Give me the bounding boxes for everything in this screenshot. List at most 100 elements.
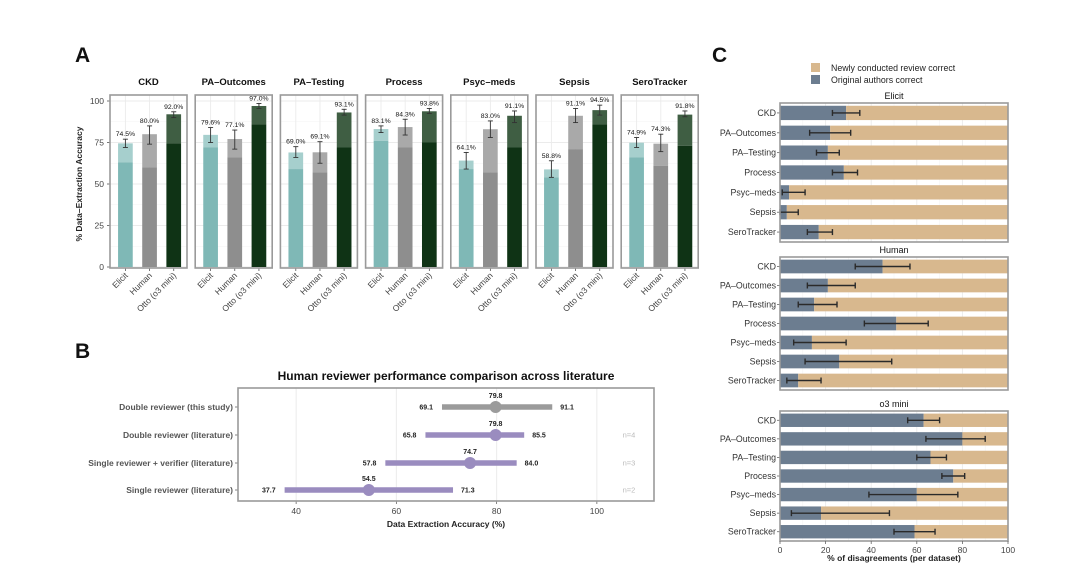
category-label: PA–Testing bbox=[732, 452, 776, 462]
facet-frame bbox=[779, 410, 1009, 542]
bar-row-sepsis: Sepsis bbox=[750, 506, 1008, 520]
bar-row-pa-outcomes: PA–Outcomes bbox=[720, 278, 1008, 293]
value-label-otto-o3-mini: 92.0% bbox=[164, 104, 183, 111]
value-label-human: 74.3% bbox=[651, 126, 670, 133]
value-label-otto-o3-mini: 97.0% bbox=[249, 95, 268, 102]
mean-label: 79.8 bbox=[489, 393, 503, 400]
bar-newly-conducted-correct bbox=[914, 525, 1008, 539]
value-label-elicit: 74.5% bbox=[116, 131, 135, 138]
facet-serotracker: SeroTracker74.9%Elicit74.3%Human91.8%Ott… bbox=[620, 77, 700, 314]
panel-a-facet-bar-chart: % Data–Extraction Accuracy 0 25 50 75 100 CK… bbox=[74, 77, 700, 314]
value-label-elicit: 79.6% bbox=[201, 120, 220, 127]
category-label: PA–Outcomes bbox=[720, 434, 777, 444]
bar-elicit-lower bbox=[118, 162, 133, 267]
value-label-human: 84.3% bbox=[396, 111, 415, 118]
x-tick-label: Elicit bbox=[621, 270, 641, 290]
facet-title: Process bbox=[386, 77, 423, 88]
bar-row-pa-outcomes: PA–Outcomes bbox=[720, 432, 1008, 446]
bar-human-lower bbox=[397, 147, 413, 267]
bar-original-authors-correct bbox=[780, 145, 828, 160]
bar-elicit-lower bbox=[288, 169, 304, 267]
bar-original-authors-correct bbox=[780, 469, 954, 483]
facet-elicit: Elicit CKD PA–Outcomes PA–Testing Process Psy… bbox=[720, 91, 1009, 243]
bar-original-authors-correct bbox=[780, 413, 924, 427]
bar-otto-o3-mini-upper bbox=[677, 114, 693, 146]
facet-title: o3 mini bbox=[879, 399, 908, 409]
bar-newly-conducted-correct bbox=[843, 165, 1008, 180]
bar-row-serotracker: SeroTracker bbox=[728, 373, 1008, 388]
facet-human: Human CKD PA–Outcomes PA–Testing Process Psyc… bbox=[720, 245, 1009, 391]
facet-title: Psyc–meds bbox=[463, 77, 515, 88]
category-label: CKD bbox=[757, 415, 776, 425]
value-label-otto-o3-mini: 91.8% bbox=[675, 103, 694, 110]
bar-row-ckd: CKD bbox=[757, 413, 1008, 427]
bar-human-lower bbox=[483, 172, 498, 267]
panel-c-x-axis-title: % of disagreements (per dataset) bbox=[827, 553, 961, 563]
bar-otto-o3-mini-upper bbox=[507, 115, 522, 148]
panel-a-y-axis-title: % Data–Extraction Accuracy bbox=[74, 126, 84, 241]
panel-b-plot-area: 40 60 80 100 Double reviewer (this study) 79.… bbox=[88, 387, 655, 516]
bar-newly-conducted-correct bbox=[830, 125, 1008, 140]
facet-frame bbox=[364, 94, 444, 269]
bar-elicit-lower bbox=[373, 140, 389, 267]
bar-human-lower bbox=[142, 167, 157, 267]
bar-newly-conducted-correct bbox=[811, 335, 1008, 350]
bar-original-authors-correct bbox=[780, 278, 828, 293]
x-tick-label: 60 bbox=[912, 545, 922, 555]
bar-original-authors-correct bbox=[780, 165, 844, 180]
low-label: 69.1 bbox=[419, 405, 433, 412]
bar-human-upper bbox=[142, 134, 157, 168]
x-tick-label: 80 bbox=[492, 506, 502, 516]
y-tick-label: 50 bbox=[95, 179, 105, 189]
bar-row-sepsis: Sepsis bbox=[750, 354, 1008, 369]
bar-otto-o3-mini-upper bbox=[166, 114, 182, 144]
bar-row-sepsis: Sepsis bbox=[750, 205, 1008, 220]
bar-newly-conducted-correct bbox=[789, 185, 1008, 200]
facet-title: PA–Outcomes bbox=[202, 77, 266, 88]
bar-human-upper bbox=[568, 115, 583, 150]
high-label: 91.1 bbox=[560, 405, 574, 412]
mean-point bbox=[489, 429, 502, 441]
bar-row-process: Process bbox=[744, 165, 1008, 180]
category-label: CKD bbox=[757, 108, 776, 118]
row-label: Single reviewer + verifier (literature) bbox=[88, 458, 233, 468]
category-label: PA–Outcomes bbox=[720, 281, 777, 291]
category-label: Sepsis bbox=[750, 357, 777, 367]
bar-elicit-lower bbox=[203, 147, 218, 267]
bar-otto-o3-mini-lower bbox=[677, 145, 693, 267]
low-label: 37.7 bbox=[262, 488, 276, 495]
panel-b-x-axis-title: Data Extraction Accuracy (%) bbox=[387, 519, 505, 529]
bar-human-upper bbox=[397, 127, 413, 148]
bar-original-authors-correct bbox=[780, 487, 917, 502]
facet-frame bbox=[449, 94, 529, 269]
value-label-human: 91.1% bbox=[566, 100, 585, 107]
bar-newly-conducted-correct bbox=[953, 469, 1008, 483]
x-tick-label: 80 bbox=[958, 545, 968, 555]
panel-letter-b: B bbox=[75, 340, 90, 363]
bar-elicit-upper bbox=[118, 143, 133, 163]
bar-otto-o3-mini-lower bbox=[166, 143, 182, 267]
facet-title: CKD bbox=[138, 77, 159, 88]
panel-c-facets: Elicit CKD PA–Outcomes PA–Testing Process Psy… bbox=[720, 91, 1015, 555]
bar-newly-conducted-correct bbox=[930, 450, 1008, 465]
panel-letter-a: A bbox=[75, 44, 90, 67]
range-row-single-reviewer-verifier-literature: Single reviewer + verifier (literature) 7… bbox=[88, 449, 635, 469]
x-tick-label: Elicit bbox=[110, 270, 130, 290]
bar-newly-conducted-correct bbox=[839, 354, 1008, 369]
value-label-otto-o3-mini: 94.5% bbox=[590, 97, 609, 104]
legend-label-newly-correct: Newly conducted review correct bbox=[831, 63, 956, 73]
bar-original-authors-correct bbox=[780, 125, 831, 140]
bar-elicit-upper bbox=[373, 129, 389, 141]
bar-otto-o3-mini-lower bbox=[592, 124, 608, 268]
bar-newly-conducted-correct bbox=[923, 413, 1008, 427]
category-label: Psyc–meds bbox=[731, 490, 777, 500]
high-label: 84.0 bbox=[525, 461, 539, 468]
bar-row-psyc-meds: Psyc–meds bbox=[731, 487, 1008, 502]
category-label: Process bbox=[744, 319, 776, 329]
bar-human-lower bbox=[568, 149, 583, 267]
row-label: Single reviewer (literature) bbox=[126, 485, 233, 495]
bar-otto-o3-mini-lower bbox=[336, 147, 352, 267]
facet-o3-mini: o3 mini CKD PA–Outcomes PA–Testing Process Ps… bbox=[720, 399, 1015, 555]
